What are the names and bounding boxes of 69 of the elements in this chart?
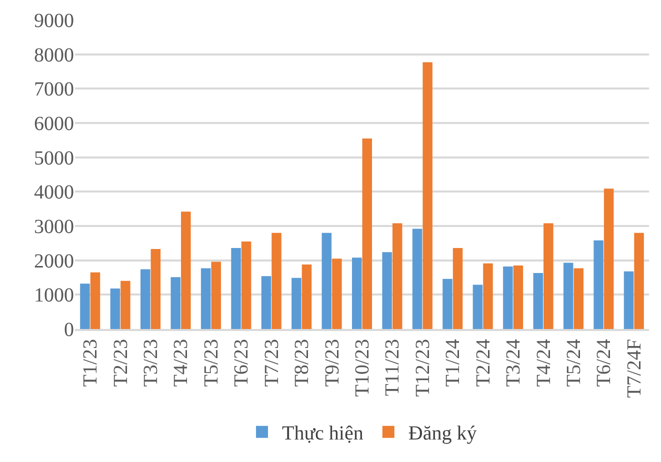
bar — [231, 248, 241, 329]
bar — [292, 278, 302, 329]
y-tick-label: 6000 — [34, 113, 74, 135]
y-tick-label: 4000 — [34, 182, 74, 204]
x-tick-label: T1/24 — [442, 339, 464, 387]
bar — [322, 232, 332, 329]
bar — [200, 268, 211, 329]
x-tick-label: T12/23 — [412, 339, 434, 397]
y-tick-label: 8000 — [34, 44, 74, 66]
y-tick-label: 7000 — [34, 78, 74, 101]
bar — [503, 266, 513, 329]
bar — [261, 276, 272, 329]
x-tick-label: T11/23 — [382, 339, 404, 396]
bar — [302, 264, 312, 329]
y-tick-label: 1000 — [34, 284, 74, 307]
bar — [211, 262, 221, 329]
bar — [170, 277, 180, 329]
bar — [382, 252, 392, 329]
bar — [533, 273, 544, 329]
x-tick-label: T7/23 — [260, 339, 283, 387]
bar — [80, 284, 90, 329]
x-tick-label: T6/23 — [230, 339, 253, 387]
bar — [563, 262, 574, 329]
bar — [352, 258, 362, 329]
x-tick-label: T4/24 — [532, 339, 555, 387]
legend-label: Thực hiện — [282, 422, 364, 445]
x-tick-label: T2/24 — [472, 339, 494, 387]
bar — [412, 228, 422, 329]
bar — [332, 258, 342, 329]
y-tick-label: 0 — [64, 319, 74, 341]
bar — [442, 278, 452, 329]
y-tick-label: 2000 — [34, 250, 74, 272]
bar — [452, 248, 463, 329]
bar — [594, 240, 604, 329]
x-tick-label: T9/23 — [321, 339, 344, 387]
bar — [241, 241, 252, 329]
bar — [362, 138, 372, 329]
bar — [513, 265, 524, 329]
bar — [140, 269, 150, 329]
x-tick-label: T8/23 — [291, 339, 314, 387]
bar — [272, 232, 282, 329]
bar — [634, 232, 644, 329]
bar — [604, 188, 614, 329]
x-tick-label: T5/23 — [200, 339, 222, 387]
x-tick-label: T3/23 — [140, 339, 162, 387]
y-tick-label: 3000 — [34, 216, 74, 238]
bar — [544, 223, 554, 329]
x-tick-label: T2/23 — [110, 339, 132, 387]
x-tick-label: T1/23 — [80, 339, 102, 387]
x-tick-label: T10/23 — [352, 339, 374, 397]
legend-label: Đăng ký — [408, 422, 477, 445]
bar — [483, 263, 493, 329]
x-tick-label: T4/23 — [170, 339, 192, 387]
bar — [180, 212, 191, 329]
bar — [422, 62, 432, 329]
x-tick-label: T3/24 — [502, 339, 525, 387]
x-tick-label: T7/24F — [623, 339, 646, 398]
bar — [90, 272, 100, 329]
bar — [624, 271, 634, 329]
x-tick-label: T6/24 — [593, 339, 616, 387]
bar — [472, 284, 483, 329]
y-tick-label: 5000 — [34, 147, 74, 170]
bar — [574, 268, 584, 329]
bar — [392, 223, 402, 329]
bar — [110, 288, 120, 329]
bar — [150, 249, 161, 329]
bar — [120, 280, 130, 329]
x-tick-label: T5/24 — [562, 339, 585, 387]
y-tick-label: 9000 — [34, 10, 74, 32]
